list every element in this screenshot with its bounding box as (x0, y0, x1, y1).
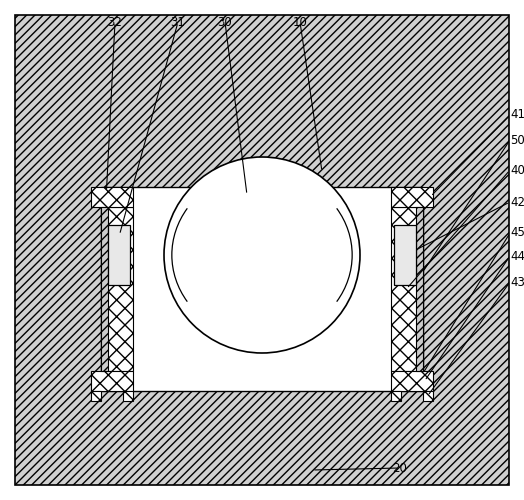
Bar (390, 186, 432, 206)
Bar (390, 371, 432, 391)
Bar (422, 186, 509, 391)
Text: 32: 32 (107, 16, 123, 28)
Bar (15, 391, 509, 485)
Bar (390, 206, 422, 371)
Bar (124, 391, 134, 401)
Bar (102, 206, 108, 371)
Text: 40: 40 (510, 164, 524, 176)
Text: 45: 45 (510, 226, 524, 239)
Bar (102, 206, 134, 371)
Text: 42: 42 (510, 196, 524, 208)
Bar (394, 225, 416, 285)
Text: 44: 44 (510, 250, 524, 262)
Bar (102, 186, 422, 391)
Bar (108, 225, 130, 285)
Circle shape (164, 157, 360, 353)
Bar (390, 391, 400, 401)
Bar (92, 391, 102, 401)
Text: 43: 43 (510, 276, 524, 288)
Text: 50: 50 (510, 134, 524, 146)
Text: 10: 10 (292, 16, 308, 28)
Bar (92, 186, 134, 206)
Text: 30: 30 (217, 16, 232, 28)
Bar (15, 186, 102, 391)
Text: 20: 20 (392, 462, 408, 474)
Bar (416, 206, 422, 371)
Bar (422, 391, 432, 401)
Text: 41: 41 (510, 108, 524, 122)
Bar (15, 15, 509, 186)
Bar (92, 371, 134, 391)
Text: 31: 31 (171, 16, 185, 28)
